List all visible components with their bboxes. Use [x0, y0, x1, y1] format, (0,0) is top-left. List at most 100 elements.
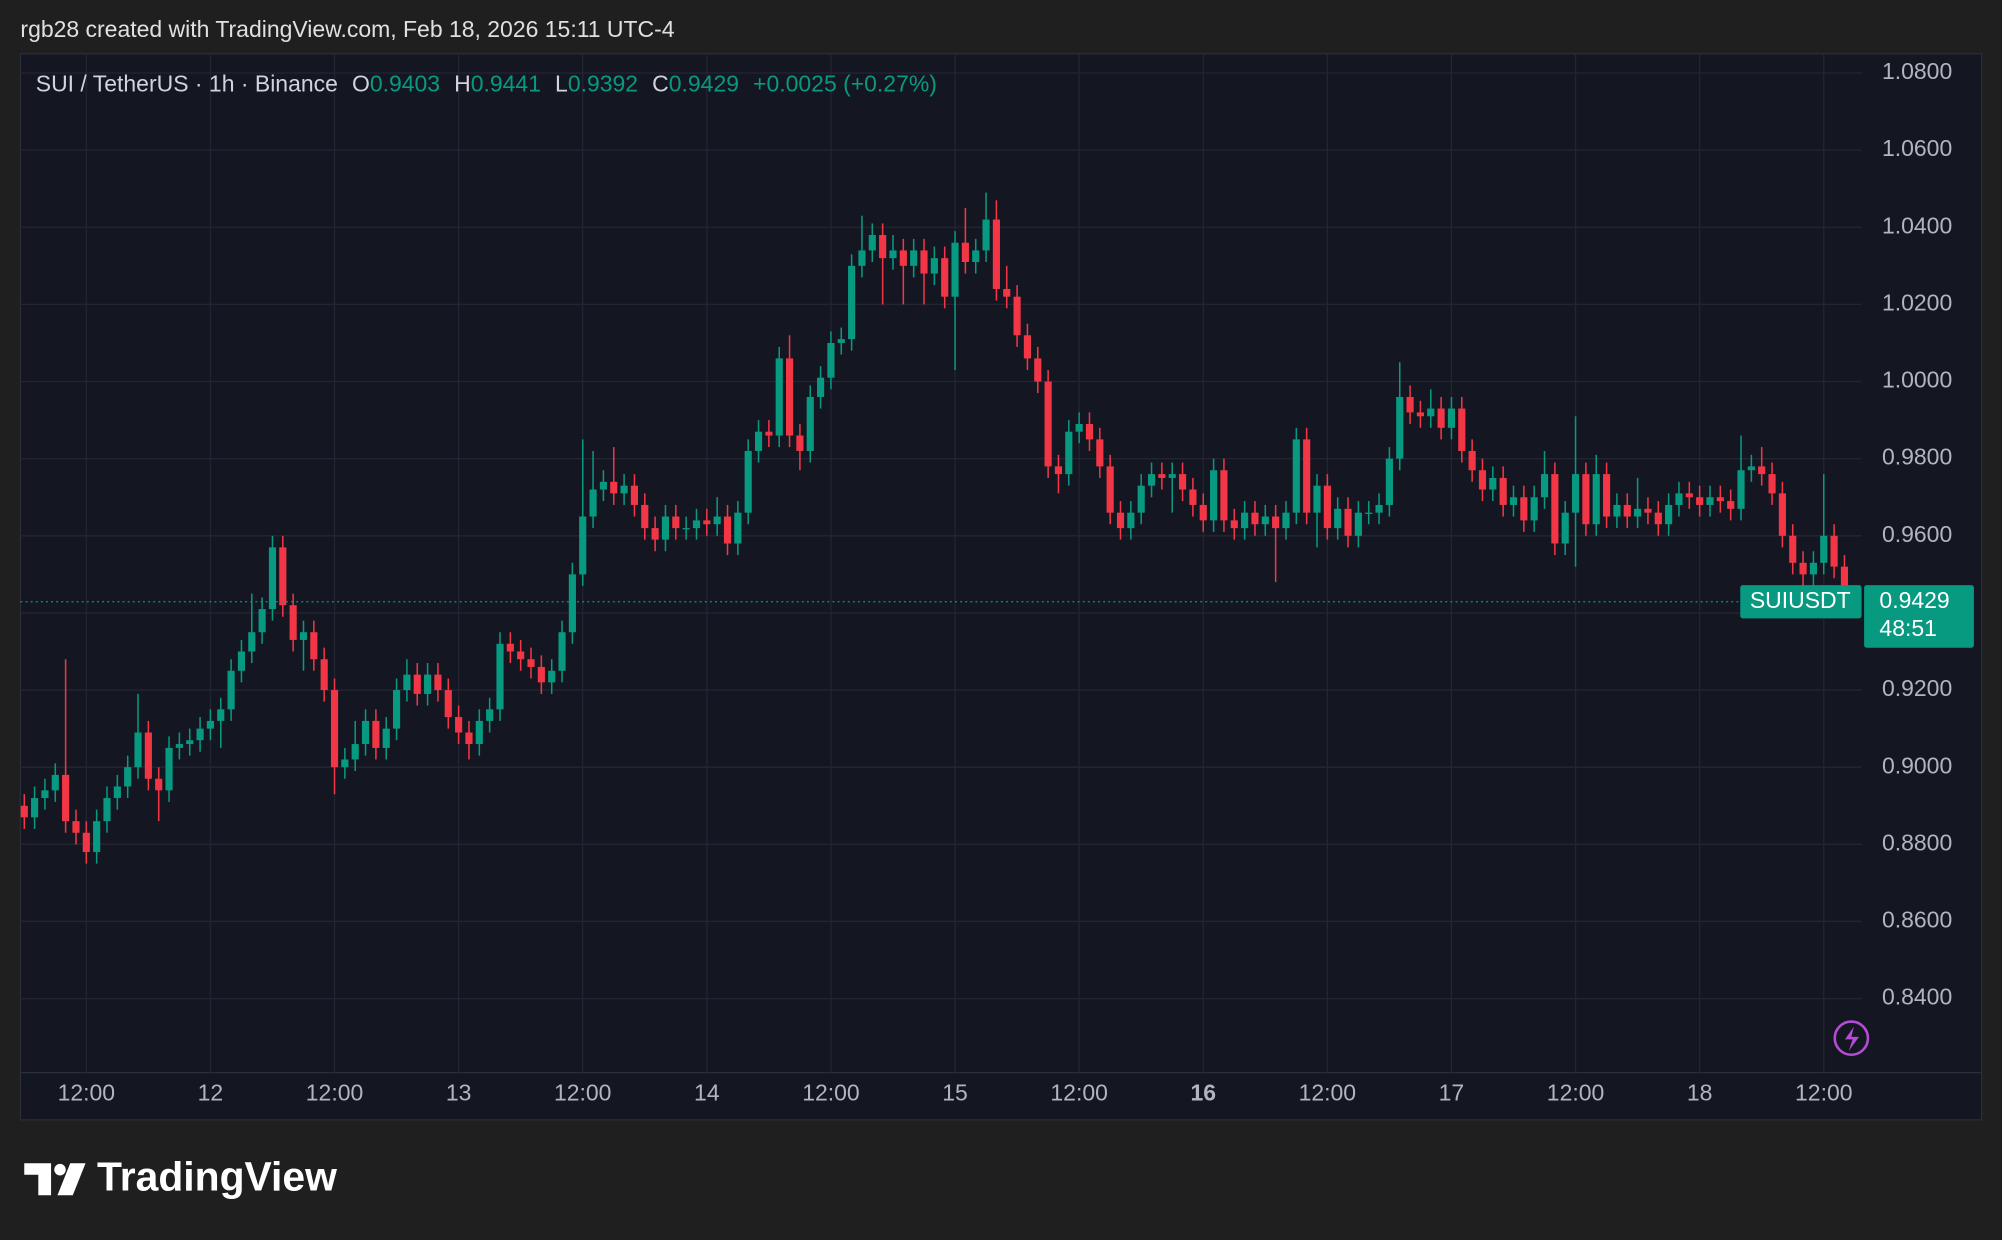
candle-body: [1613, 504, 1621, 517]
countdown: 48:51: [1879, 615, 1936, 641]
candle-body: [124, 767, 132, 787]
candle-body: [1654, 512, 1662, 525]
candle-body: [765, 431, 773, 436]
candle-body: [527, 659, 535, 667]
candle-body: [1282, 512, 1290, 529]
candle-body: [1272, 516, 1280, 529]
y-tick-label: 0.8600: [1882, 907, 1952, 933]
y-tick-label: 1.0400: [1882, 212, 1952, 238]
candle-body: [113, 786, 121, 799]
candle-body: [299, 632, 308, 640]
candle-body: [341, 759, 349, 768]
candle-body: [424, 674, 432, 694]
candle-body: [1147, 474, 1156, 486]
candle-body: [1220, 470, 1228, 521]
candle-body: [1489, 477, 1497, 490]
watermark: TradingView: [97, 1154, 337, 1200]
candle-body: [1303, 439, 1311, 513]
x-tick-label: 12:00: [58, 1079, 115, 1105]
candle-body: [796, 435, 804, 451]
candle-body: [20, 805, 28, 818]
candle-body: [1116, 512, 1125, 529]
candle-body: [1054, 466, 1063, 475]
candle-body: [817, 377, 825, 397]
candle-body: [1468, 450, 1476, 471]
candle-body: [361, 720, 370, 745]
candle-body: [1334, 508, 1342, 529]
candle-body: [558, 632, 566, 671]
candle-body: [1665, 504, 1673, 525]
candle-body: [1727, 501, 1735, 509]
candle-body: [475, 720, 483, 745]
candle-body: [713, 516, 721, 525]
candle-body: [1499, 477, 1507, 505]
candle-body: [1096, 439, 1104, 467]
candle-body: [248, 632, 256, 652]
candle-body: [1003, 288, 1011, 297]
candle-body: [858, 250, 866, 266]
candle-body: [1085, 423, 1094, 440]
candle-body: [1778, 493, 1786, 536]
candle-body: [775, 358, 783, 436]
candle-body: [1737, 470, 1745, 509]
candle-body: [31, 798, 39, 818]
x-tick-label: 13: [446, 1079, 472, 1105]
candle-body: [1592, 474, 1600, 525]
candle-body: [672, 516, 680, 529]
candle-body: [537, 666, 545, 683]
candle-body: [1044, 381, 1052, 467]
x-tick-label: 18: [1687, 1079, 1713, 1105]
ohlc-value: 0.9441: [471, 71, 541, 97]
candle-body: [62, 774, 70, 822]
candle-body: [754, 431, 763, 451]
candle-body: [351, 744, 359, 760]
candle-body: [1323, 485, 1331, 529]
candle-body: [1075, 423, 1083, 432]
x-tick-label: 15: [942, 1079, 968, 1105]
candle-body: [41, 790, 49, 799]
candle-body: [910, 250, 918, 266]
candle-body: [444, 690, 452, 718]
candle-body: [496, 643, 504, 710]
candle-body: [289, 605, 297, 640]
logo: TradingView: [24, 1154, 337, 1200]
candle-body: [785, 358, 794, 436]
candle-body: [1230, 520, 1238, 529]
price-label: 0.9429: [1879, 587, 1949, 613]
x-tick-label: 12:00: [306, 1079, 363, 1105]
candle-body: [237, 651, 246, 671]
candle-body: [1571, 474, 1580, 513]
candle-body: [1406, 396, 1414, 413]
candle-body: [1820, 535, 1828, 563]
candle-body: [806, 396, 814, 451]
candle-body: [651, 528, 659, 540]
candle-body: [392, 690, 401, 729]
y-tick-label: 1.0200: [1882, 289, 1952, 315]
candle-body: [1065, 431, 1073, 475]
candle-body: [1530, 497, 1538, 521]
candle-body: [82, 832, 90, 853]
candle-body: [951, 242, 959, 297]
candle-body: [134, 732, 142, 768]
candle-body: [1210, 470, 1218, 521]
y-tick-label: 0.9000: [1882, 752, 1952, 778]
candle-body: [1644, 508, 1652, 513]
candle-body: [403, 674, 411, 691]
x-tick-label: 12:00: [554, 1079, 611, 1105]
candle-body: [1603, 474, 1611, 517]
candle-body: [217, 709, 225, 721]
candle-body: [382, 728, 390, 748]
candle-body: [155, 778, 163, 791]
candle-body: [661, 516, 670, 540]
candle-body: [920, 250, 928, 274]
alert-icon[interactable]: [1833, 1020, 1870, 1057]
candle-body: [1241, 512, 1249, 529]
candle-body: [1799, 562, 1807, 575]
candle-body: [1551, 474, 1559, 544]
candle-body: [848, 265, 856, 340]
candle-body: [455, 717, 463, 733]
x-tick-label: 12:00: [802, 1079, 859, 1105]
chart-pane: [19, 53, 1983, 1121]
